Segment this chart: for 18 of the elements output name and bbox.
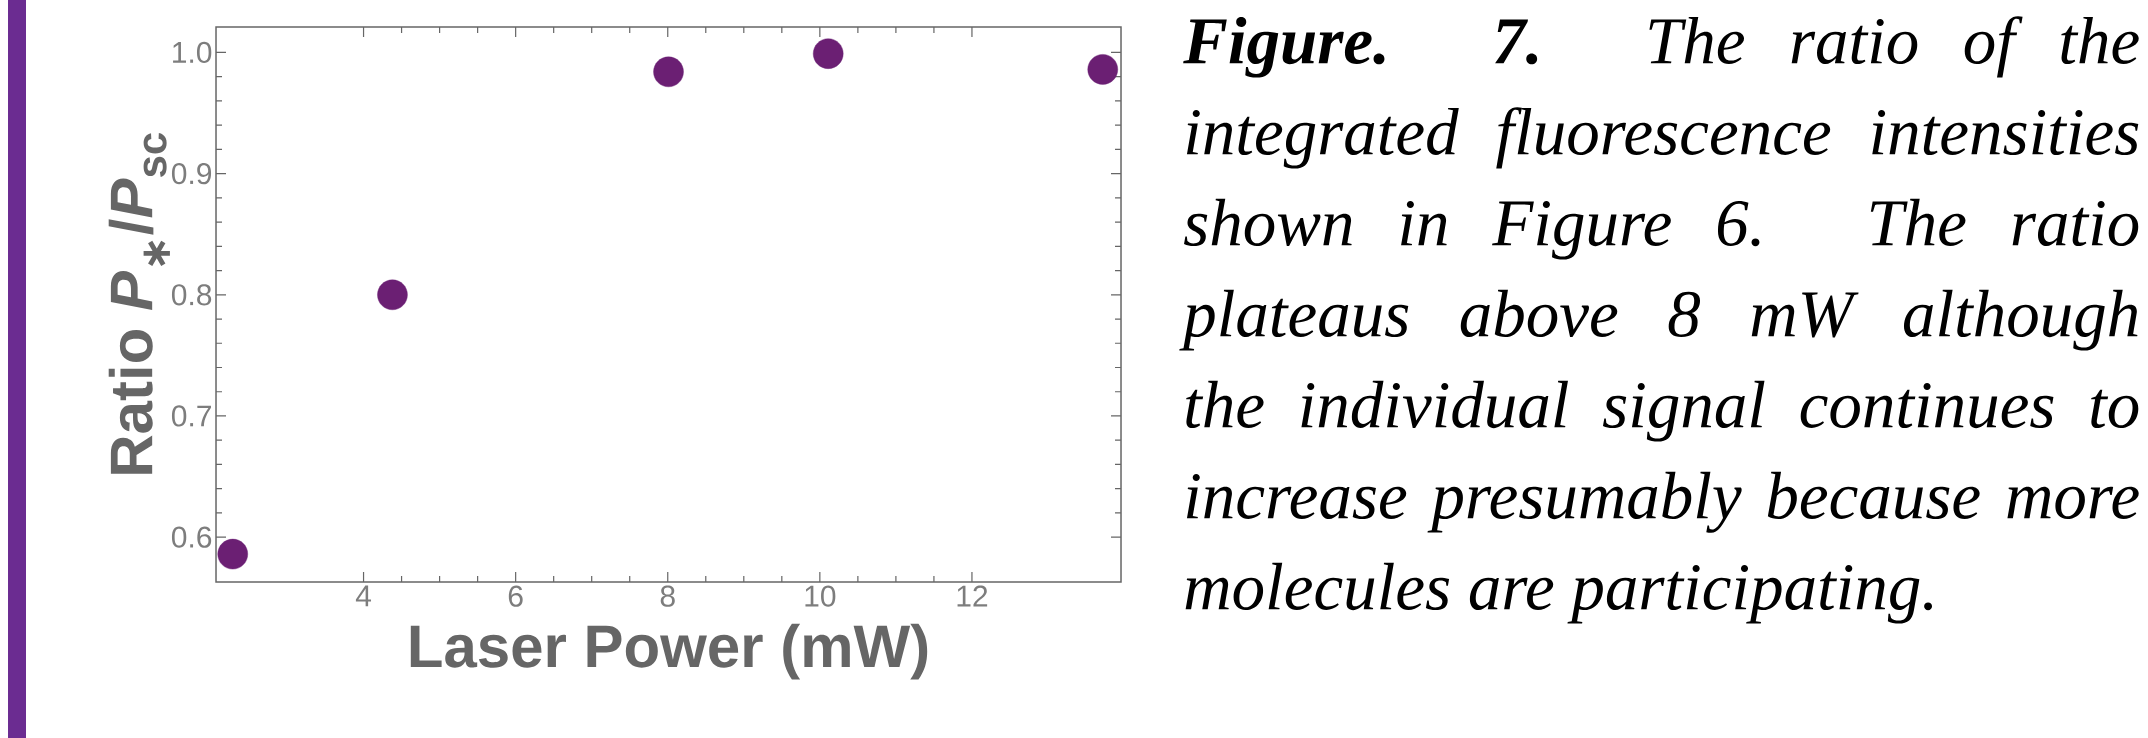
x-tick-label: 12 [957, 585, 988, 607]
text: Figure. 7. The ratio of the integrated fluorescence intensities shown in Figure 6. The ratio plateaus above 8 mW although the individual signal continues to increase presumably because more molecules are participating. [1179, 16, 2139, 624]
x-axis-title: Laser Power (mW) [410, 623, 928, 680]
point [377, 279, 408, 310]
point [653, 56, 684, 88]
point [813, 38, 844, 69]
y-tick-label: 0.6 [171, 526, 212, 548]
y-tick-label: 0.9 [171, 162, 212, 185]
y-tick-label: 0.8 [171, 284, 212, 306]
x-tick-label: 4 [355, 585, 372, 607]
point [1087, 54, 1118, 85]
x-tick-label: 8 [660, 585, 675, 607]
x-tick-label: 10 [805, 585, 836, 607]
y-tick-label: 1.0 [173, 41, 212, 64]
y-axis-title: Ratio P$_{∗}$/P$_{sc}$ [108, 133, 170, 474]
y-tick-label: 0.7 [171, 405, 211, 427]
x-tick-label: 6 [508, 585, 523, 607]
point [217, 538, 248, 570]
